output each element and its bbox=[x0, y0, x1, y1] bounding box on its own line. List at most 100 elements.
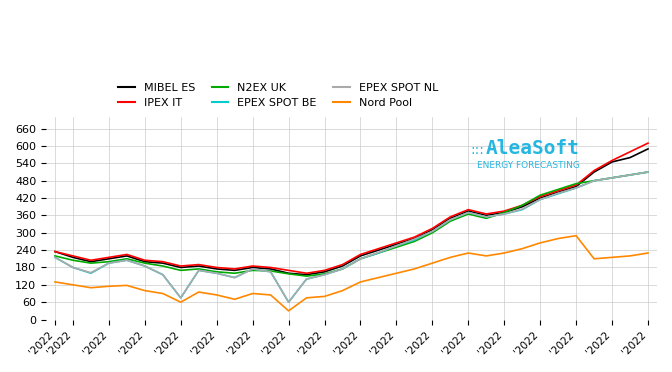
IPEX IT bbox=[536, 195, 544, 199]
Nord Pool bbox=[159, 291, 167, 296]
IPEX IT bbox=[51, 249, 59, 254]
IPEX IT bbox=[212, 265, 220, 270]
EPEX SPOT NL bbox=[51, 255, 59, 260]
N2EX UK bbox=[428, 231, 436, 235]
EPEX SPOT NL bbox=[123, 258, 131, 263]
IPEX IT bbox=[446, 215, 454, 219]
EPEX SPOT NL bbox=[195, 268, 203, 273]
Nord Pool bbox=[608, 255, 616, 260]
MIBEL ES bbox=[644, 147, 652, 151]
Nord Pool bbox=[500, 251, 508, 255]
N2EX UK bbox=[302, 274, 310, 278]
MIBEL ES bbox=[590, 170, 598, 174]
MIBEL ES bbox=[536, 196, 544, 200]
MIBEL ES bbox=[626, 155, 634, 160]
MIBEL ES bbox=[159, 261, 167, 265]
Line: N2EX UK: N2EX UK bbox=[55, 172, 648, 276]
IPEX IT bbox=[284, 268, 292, 273]
EPEX SPOT BE bbox=[230, 275, 239, 280]
Nord Pool bbox=[464, 251, 472, 255]
EPEX SPOT BE bbox=[302, 277, 310, 281]
N2EX UK bbox=[230, 271, 239, 276]
Nord Pool bbox=[482, 254, 491, 258]
MIBEL ES bbox=[123, 254, 131, 258]
N2EX UK bbox=[446, 219, 454, 224]
EPEX SPOT BE bbox=[554, 192, 562, 196]
EPEX SPOT NL bbox=[339, 267, 347, 271]
EPEX SPOT NL bbox=[608, 176, 616, 180]
Nord Pool bbox=[392, 271, 401, 276]
EPEX SPOT BE bbox=[51, 255, 59, 260]
Nord Pool bbox=[536, 241, 544, 245]
N2EX UK bbox=[159, 264, 167, 268]
EPEX SPOT BE bbox=[500, 212, 508, 216]
MIBEL ES bbox=[356, 254, 364, 258]
IPEX IT bbox=[69, 254, 77, 258]
EPEX SPOT BE bbox=[105, 261, 113, 265]
IPEX IT bbox=[302, 271, 310, 276]
MIBEL ES bbox=[267, 267, 275, 271]
Nord Pool bbox=[140, 288, 149, 293]
IPEX IT bbox=[428, 226, 436, 231]
EPEX SPOT BE bbox=[518, 208, 526, 212]
Nord Pool bbox=[87, 285, 95, 290]
Text: AleaSoft: AleaSoft bbox=[486, 138, 580, 157]
N2EX UK bbox=[608, 176, 616, 180]
Nord Pool bbox=[626, 254, 634, 258]
IPEX IT bbox=[500, 209, 508, 213]
EPEX SPOT NL bbox=[177, 296, 185, 300]
N2EX UK bbox=[482, 216, 491, 221]
Nord Pool bbox=[177, 300, 185, 304]
Nord Pool bbox=[590, 257, 598, 261]
EPEX SPOT NL bbox=[411, 237, 419, 241]
IPEX IT bbox=[249, 264, 257, 268]
MIBEL ES bbox=[518, 205, 526, 209]
IPEX IT bbox=[159, 259, 167, 264]
EPEX SPOT BE bbox=[536, 197, 544, 202]
N2EX UK bbox=[518, 203, 526, 208]
MIBEL ES bbox=[302, 272, 310, 277]
EPEX SPOT NL bbox=[284, 300, 292, 304]
Text: ENERGY FORECASTING: ENERGY FORECASTING bbox=[476, 161, 580, 170]
IPEX IT bbox=[374, 246, 382, 251]
MIBEL ES bbox=[284, 271, 292, 276]
EPEX SPOT NL bbox=[590, 179, 598, 183]
EPEX SPOT BE bbox=[374, 251, 382, 255]
IPEX IT bbox=[195, 262, 203, 267]
MIBEL ES bbox=[572, 184, 580, 189]
EPEX SPOT BE bbox=[590, 179, 598, 183]
Nord Pool bbox=[123, 283, 131, 288]
IPEX IT bbox=[464, 208, 472, 212]
MIBEL ES bbox=[446, 216, 454, 221]
EPEX SPOT BE bbox=[339, 267, 347, 271]
IPEX IT bbox=[411, 235, 419, 239]
MIBEL ES bbox=[140, 259, 149, 264]
IPEX IT bbox=[554, 189, 562, 193]
Nord Pool bbox=[230, 297, 239, 302]
MIBEL ES bbox=[177, 265, 185, 270]
IPEX IT bbox=[230, 267, 239, 271]
EPEX SPOT NL bbox=[392, 244, 401, 248]
MIBEL ES bbox=[105, 257, 113, 261]
EPEX SPOT NL bbox=[626, 173, 634, 177]
IPEX IT bbox=[356, 252, 364, 257]
Nord Pool bbox=[339, 288, 347, 293]
MIBEL ES bbox=[249, 265, 257, 270]
EPEX SPOT NL bbox=[267, 270, 275, 274]
EPEX SPOT NL bbox=[249, 267, 257, 271]
N2EX UK bbox=[195, 267, 203, 271]
N2EX UK bbox=[123, 257, 131, 261]
EPEX SPOT NL bbox=[446, 218, 454, 222]
EPEX SPOT BE bbox=[284, 300, 292, 304]
IPEX IT bbox=[626, 150, 634, 154]
EPEX SPOT NL bbox=[230, 275, 239, 280]
Nord Pool bbox=[212, 293, 220, 297]
Line: EPEX SPOT BE: EPEX SPOT BE bbox=[55, 172, 648, 302]
N2EX UK bbox=[321, 272, 329, 276]
IPEX IT bbox=[87, 258, 95, 263]
N2EX UK bbox=[284, 272, 292, 276]
N2EX UK bbox=[51, 254, 59, 258]
MIBEL ES bbox=[195, 264, 203, 268]
MIBEL ES bbox=[339, 264, 347, 268]
EPEX SPOT BE bbox=[321, 272, 329, 277]
